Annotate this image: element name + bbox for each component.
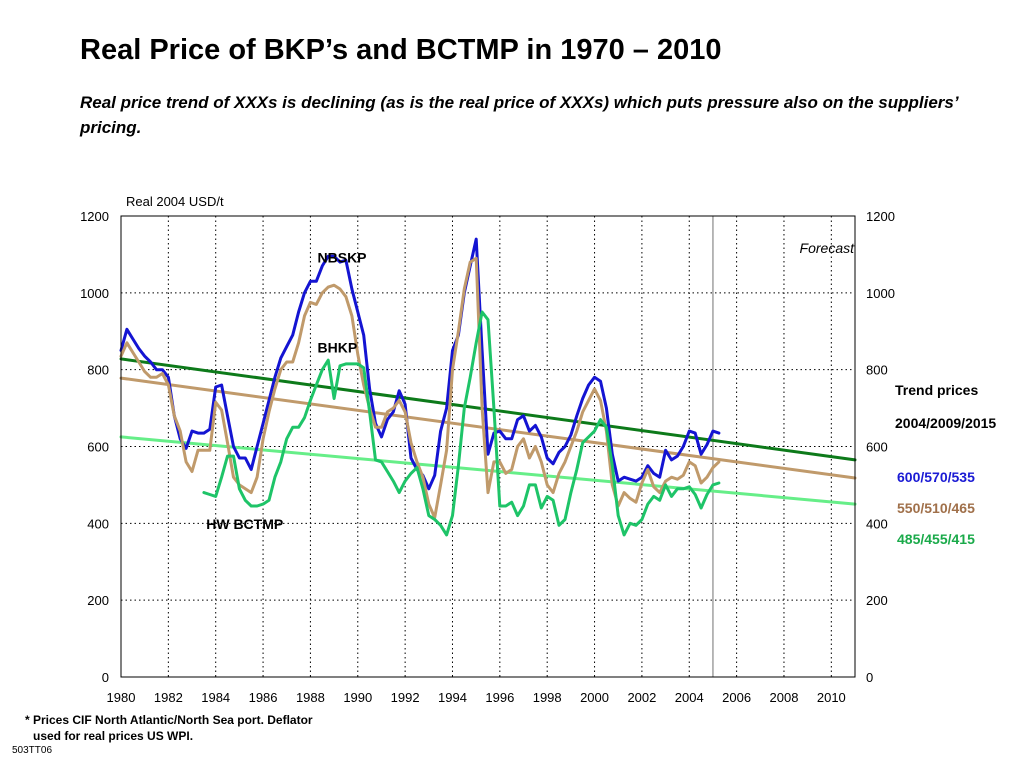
series-line-hw-bctmp xyxy=(202,310,721,537)
y-tick-label-left: 200 xyxy=(87,593,109,608)
y-tick-label-left: 0 xyxy=(102,670,109,685)
y-axis-unit-label: Real 2004 USD/t xyxy=(126,194,224,209)
series-label-hw-bctmp: HW BCTMP xyxy=(206,516,283,532)
trend-value-bctmp: 485/455/415 xyxy=(897,531,975,547)
trend-prices-heading: Trend prices xyxy=(895,382,978,398)
y-tick-label-right: 400 xyxy=(866,516,888,531)
x-tick-label: 2008 xyxy=(770,690,799,705)
y-tick-label-left: 1200 xyxy=(80,209,109,224)
forecast-label: Forecast xyxy=(800,240,856,256)
document-code: 503TT06 xyxy=(12,745,53,756)
x-tick-label: 1980 xyxy=(107,690,136,705)
x-tick-label: 2010 xyxy=(817,690,846,705)
chart-grid xyxy=(121,216,855,677)
x-tick-label: 1998 xyxy=(533,690,562,705)
x-tick-label: 1982 xyxy=(154,690,183,705)
x-tick-label: 1988 xyxy=(296,690,325,705)
y-tick-label-right: 800 xyxy=(866,363,888,378)
plot-frame xyxy=(120,215,856,678)
footnote: * Prices CIF North Atlantic/North Sea po… xyxy=(25,712,385,744)
trend-prices-years: 2004/2009/2015 xyxy=(895,415,996,431)
x-tick-label: 1992 xyxy=(391,690,420,705)
trend-line-3 xyxy=(119,357,857,462)
y-tick-label-left: 1000 xyxy=(80,286,109,301)
y-tick-label-right: 0 xyxy=(866,670,873,685)
y-tick-label-left: 400 xyxy=(87,516,109,531)
series-label-nbskp: NBSKP xyxy=(318,249,367,265)
series-line-bhkp xyxy=(119,256,721,520)
page-subtitle: Real price trend of XXXs is declining (a… xyxy=(80,93,958,137)
y-tick-label-right: 1000 xyxy=(866,286,895,301)
footnote-line: * Prices CIF North Atlantic/North Sea po… xyxy=(25,713,313,727)
x-tick-label: 2002 xyxy=(627,690,656,705)
trend-value-bhkp: 550/510/465 xyxy=(897,500,975,516)
footnote-line: used for real prices US WPI. xyxy=(33,729,194,743)
axis-ticks: 0 0 200 200 400 400 600 600 800 800 1000 1000 1200 12… xyxy=(80,209,895,705)
x-tick-label: 1986 xyxy=(249,690,278,705)
x-tick-label: 2006 xyxy=(722,690,751,705)
y-tick-label-left: 600 xyxy=(87,440,109,455)
x-tick-label: 1990 xyxy=(343,690,372,705)
series-label-bhkp: BHKP xyxy=(318,339,358,355)
x-tick-label: 1996 xyxy=(485,690,514,705)
y-tick-label-right: 200 xyxy=(866,593,888,608)
trend-value-nbskp: 600/570/535 xyxy=(897,469,975,485)
y-tick-label-right: 600 xyxy=(866,440,888,455)
y-tick-label-left: 800 xyxy=(87,363,109,378)
trend-line-5 xyxy=(119,435,857,506)
chart-series xyxy=(119,237,857,537)
page-title: Real Price of BKP’s and BCTMP in 1970 – … xyxy=(80,34,722,66)
x-tick-label: 2004 xyxy=(675,690,704,705)
x-tick-label: 2000 xyxy=(580,690,609,705)
x-tick-label: 1994 xyxy=(438,690,467,705)
series-labels: NBSKP BHKP HW BCTMP xyxy=(206,249,366,532)
x-tick-label: 1984 xyxy=(201,690,230,705)
y-tick-label-right: 1200 xyxy=(866,209,895,224)
